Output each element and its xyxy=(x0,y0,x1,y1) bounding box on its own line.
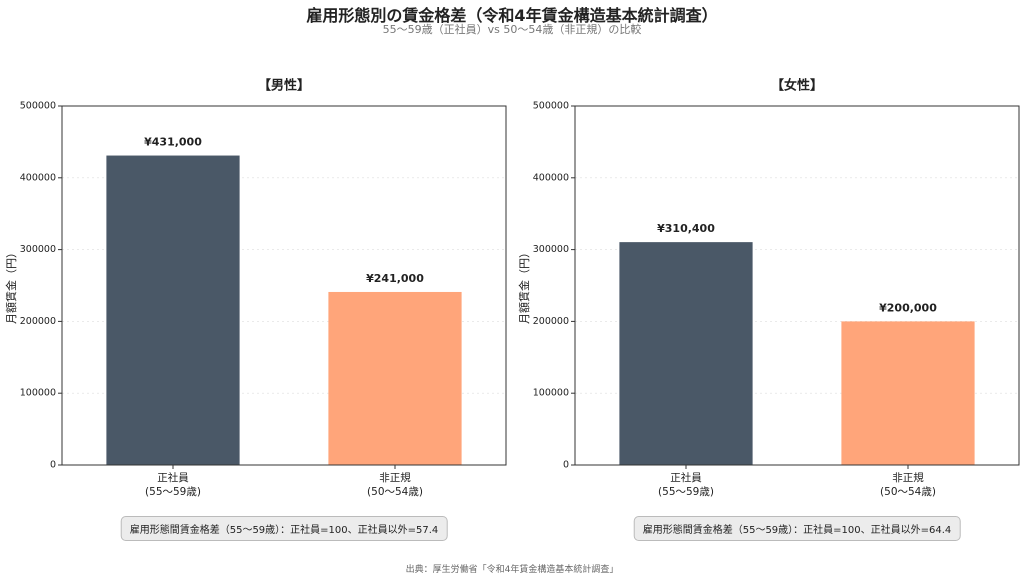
bar xyxy=(841,321,975,465)
x-tick-label: 正社員 (55〜59歳) xyxy=(145,472,201,498)
x-tick-label: 非正規 (50〜54歳) xyxy=(880,472,936,498)
bar xyxy=(106,155,240,466)
title: 雇用形態別の賃金格差（令和4年賃金構造基本統計調査） xyxy=(306,6,718,25)
y-tick-label: 100000 xyxy=(20,388,56,399)
y-tick-label: 500000 xyxy=(20,101,56,112)
y-tick-label: 0 xyxy=(563,460,569,471)
bar xyxy=(328,291,462,465)
plot-frame xyxy=(574,105,1020,466)
y-tick-label: 500000 xyxy=(533,101,569,112)
x-tick-label: 非正規 (50〜54歳) xyxy=(367,472,423,498)
value-label: ¥200,000 xyxy=(879,301,937,314)
y-tick-label: 400000 xyxy=(533,172,569,183)
subplot-title: 【女性】 xyxy=(771,78,823,94)
y-axis-label: 月額賃金（円） xyxy=(4,247,18,324)
bar xyxy=(619,242,753,465)
y-tick-label: 400000 xyxy=(20,172,56,183)
y-tick-label: 0 xyxy=(50,460,56,471)
annotation: 雇用形態間賃金格差（55〜59歳）：正社員=100、正社員以外=57.4 xyxy=(120,516,448,541)
annotation: 雇用形態間賃金格差（55〜59歳）：正社員=100、正社員以外=64.4 xyxy=(633,516,961,541)
y-tick-label: 200000 xyxy=(20,316,56,327)
subplot-title: 【男性】 xyxy=(258,78,310,94)
value-label: ¥310,400 xyxy=(657,222,715,235)
x-tick-label: 正社員 (55〜59歳) xyxy=(658,472,714,498)
y-axis-label: 月額賃金（円） xyxy=(517,247,531,324)
y-tick-label: 100000 xyxy=(533,388,569,399)
value-label: ¥241,000 xyxy=(366,272,424,285)
value-label: ¥431,000 xyxy=(144,136,202,149)
y-tick-label: 300000 xyxy=(20,244,56,255)
y-tick-label: 200000 xyxy=(533,316,569,327)
subtitle: 55〜59歳（正社員）vs 50〜54歳（非正規）の比較 xyxy=(382,23,642,36)
source: 出典：厚生労働省「令和4年賃金構造基本統計調査」 xyxy=(405,565,619,575)
y-tick-label: 300000 xyxy=(533,244,569,255)
plot-frame xyxy=(61,105,507,466)
